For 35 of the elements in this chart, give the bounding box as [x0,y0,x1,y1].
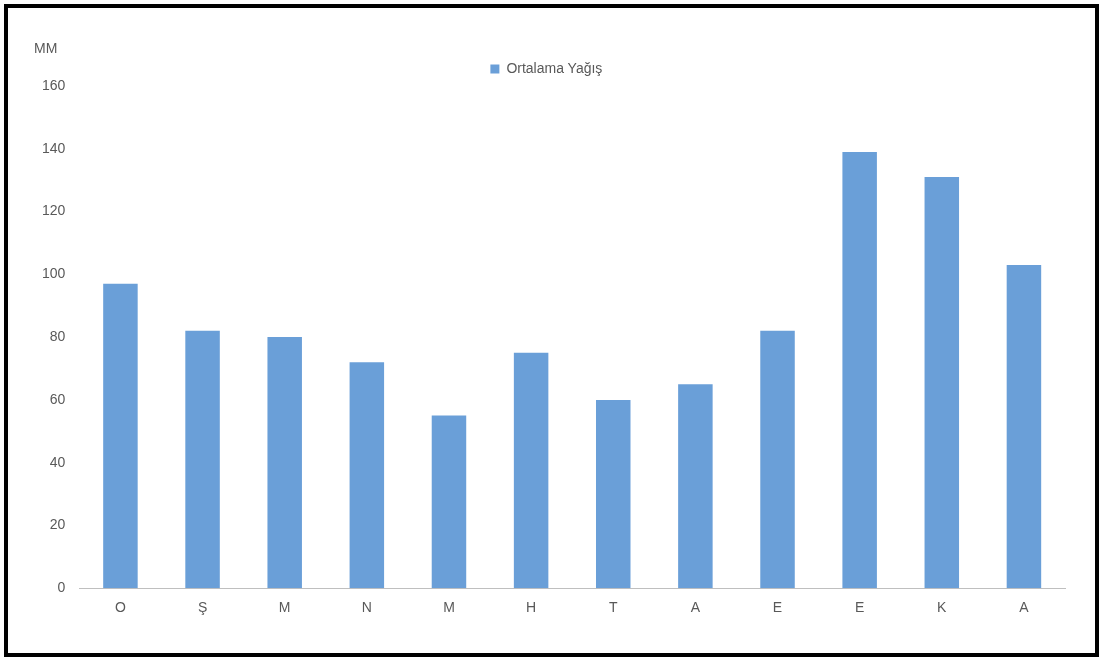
bar [596,399,631,589]
bar [760,330,795,589]
bar [267,337,302,589]
x-tick-label: A [690,599,701,616]
x-tick-label: O [114,599,126,616]
y-tick-label: 80 [49,327,66,344]
y-tick-label: 20 [49,516,66,533]
bar [349,362,385,589]
x-tick-label: M [278,599,291,616]
y-axis-title: MM [34,40,58,56]
y-tick-label: 60 [49,390,66,407]
x-tick-label: T [608,599,618,616]
x-tick-label: E [854,599,865,616]
x-tick-label: M [443,599,455,616]
bar [678,384,713,589]
bar [513,352,549,589]
x-tick-label: N [361,599,372,616]
x-tick-label: Ş [197,599,208,616]
x-tick-label: H [526,599,537,616]
bar [842,151,877,589]
x-tick-label: K [937,599,948,616]
y-tick-label: 0 [57,579,66,596]
bar [185,330,220,589]
bar [103,283,138,589]
x-tick-label: E [772,599,783,616]
y-tick-label: 100 [42,265,66,282]
y-tick-label: 120 [42,202,66,219]
legend-label: Ortalama Yağış [506,59,603,76]
bar [431,415,467,589]
bar [1006,264,1042,589]
x-tick-label: A [1019,599,1030,616]
y-tick-label: 140 [42,139,66,156]
y-tick-label: 40 [49,453,66,470]
y-tick-label: 160 [42,76,66,93]
bar [924,177,960,589]
